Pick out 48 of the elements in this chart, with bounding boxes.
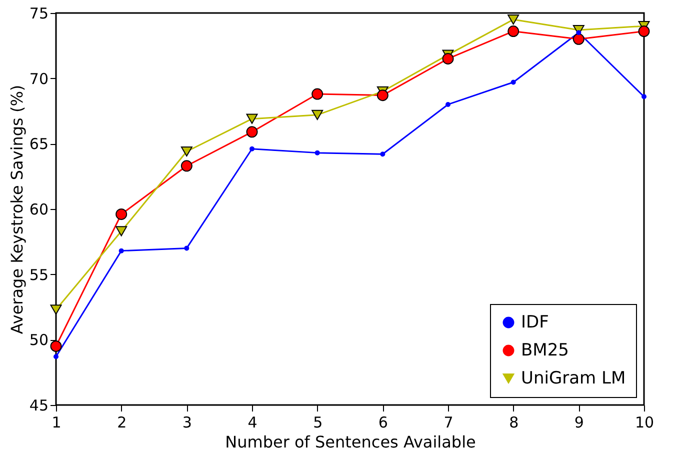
- x-tick-label: 8: [509, 414, 519, 432]
- point: [312, 110, 324, 120]
- point: [446, 102, 450, 107]
- point: [312, 88, 324, 100]
- x-tick-label: 7: [444, 414, 454, 432]
- x-tick-label: 9: [574, 414, 584, 432]
- point: [246, 114, 258, 124]
- point: [116, 208, 128, 220]
- x-tick-label: 10: [634, 414, 654, 432]
- x-tick-label: 2: [117, 414, 127, 432]
- point: [180, 146, 192, 157]
- x-tick-label: 3: [182, 414, 192, 432]
- point: [572, 33, 584, 45]
- point: [50, 304, 62, 315]
- point: [54, 354, 58, 360]
- point: [118, 248, 124, 254]
- legend-label: UniGram LM: [521, 368, 626, 388]
- x-tick-label: 5: [313, 414, 323, 432]
- x-axis-title: Number of Sentences Available: [225, 432, 476, 452]
- y-tick-label: 45: [29, 396, 48, 414]
- y-tick-label: 50: [29, 331, 48, 350]
- point: [180, 160, 192, 172]
- point: [376, 90, 388, 102]
- x-tick-label: 1: [52, 414, 62, 432]
- point: [508, 14, 520, 25]
- point: [638, 26, 650, 38]
- x-tick-label: 6: [378, 414, 388, 432]
- point: [442, 53, 454, 64]
- y-tick-label: 75: [29, 4, 48, 22]
- point: [508, 26, 520, 38]
- legend-label: IDF: [521, 312, 549, 332]
- point: [380, 152, 386, 157]
- point: [314, 150, 320, 156]
- point: [50, 340, 62, 352]
- legend-label: BM25: [521, 340, 569, 360]
- point: [642, 94, 646, 100]
- point: [250, 146, 254, 152]
- y-tick-label: 65: [29, 135, 48, 154]
- point: [510, 80, 516, 85]
- point: [576, 30, 582, 36]
- point: [116, 226, 128, 236]
- y-axis-title: Average Keystroke Savings (%): [7, 84, 26, 334]
- x-tick-label: 4: [248, 414, 258, 432]
- y-tick-label: 55: [29, 266, 48, 284]
- point: [184, 246, 190, 251]
- y-tick-label: 60: [29, 200, 48, 218]
- point: [246, 126, 258, 138]
- y-tick-label: 70: [29, 70, 48, 88]
